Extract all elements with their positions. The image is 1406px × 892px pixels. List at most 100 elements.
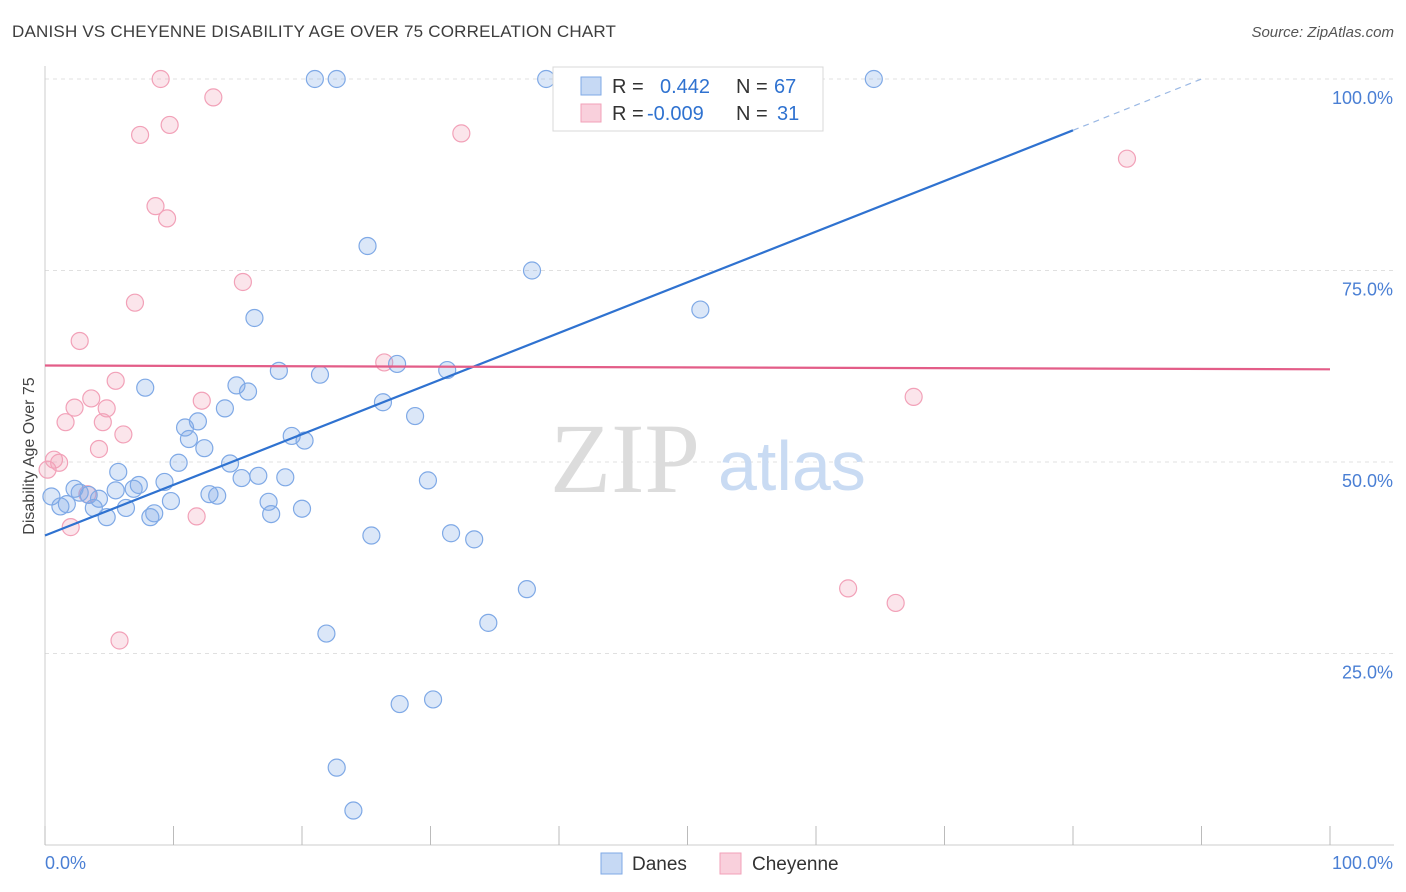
danes-point: [864, 69, 883, 89]
danes-point: [106, 481, 125, 500]
danes-point: [517, 580, 536, 599]
cheyenne-point: [114, 425, 133, 444]
cheyenne-point: [1117, 149, 1137, 168]
danes-point: [208, 486, 227, 505]
cheyenne-point: [192, 391, 211, 410]
x-tick-label: 0.0%: [45, 853, 86, 873]
y-tick-label: 75.0%: [1342, 280, 1393, 300]
cheyenne-points: [38, 69, 1137, 650]
cheyenne-trendline: [44, 364, 1331, 371]
cheyenne-n-value: 31: [777, 103, 799, 125]
cheyenne-point: [157, 209, 177, 228]
cheyenne-point: [187, 507, 206, 526]
y-tick-label: 25.0%: [1342, 663, 1393, 683]
cheyenne-point: [97, 399, 116, 418]
danes-point: [418, 471, 438, 490]
danes-point: [195, 439, 214, 458]
danes-point: [249, 466, 268, 485]
danes-n-label: N =: [736, 76, 768, 98]
cheyenne-point: [56, 413, 75, 432]
cheyenne-point: [886, 593, 905, 613]
danes-point: [479, 613, 498, 632]
danes-point: [441, 524, 461, 543]
danes-point: [310, 365, 330, 384]
danes-r-label: R =: [612, 76, 644, 98]
cheyenne-point: [89, 439, 109, 459]
chart-title: DANISH VS CHEYENNE DISABILITY AGE OVER 7…: [12, 22, 617, 41]
danes-point: [344, 801, 363, 820]
danes-point: [276, 468, 295, 487]
danes-point: [136, 378, 155, 397]
danes-point: [465, 530, 484, 549]
danes-point: [145, 504, 164, 523]
cheyenne-point: [233, 272, 252, 292]
danes-point: [262, 504, 281, 524]
watermark-zip: ZIP: [550, 403, 700, 514]
y-tick-label: 100.0%: [1332, 88, 1393, 108]
cheyenne-point: [110, 631, 129, 650]
cheyenne-point: [50, 453, 69, 472]
danes-point: [358, 236, 377, 256]
danes-point: [42, 487, 61, 506]
danes-point: [57, 495, 76, 514]
cheyenne-point: [70, 331, 89, 351]
cheyenne-point: [125, 293, 145, 312]
cheyenne-point: [106, 371, 125, 390]
legend-label-danes: Danes: [632, 854, 687, 875]
danes-point: [691, 300, 710, 319]
cheyenne-n-label: N =: [736, 103, 768, 125]
y-tick-label: 50.0%: [1342, 471, 1393, 491]
danes-point: [169, 453, 188, 472]
danes-trendline-extension: [1072, 78, 1202, 131]
danes-point: [537, 69, 556, 89]
danes-point: [215, 399, 234, 418]
danes-point: [405, 406, 425, 426]
legend-swatch-cheyenne: [719, 852, 742, 875]
cheyenne-point: [904, 387, 923, 406]
cheyenne-point: [151, 69, 170, 89]
cheyenne-point: [160, 115, 179, 135]
legend-swatch-danes: [600, 852, 623, 875]
cheyenne-r-value: -0.009: [647, 103, 704, 125]
x-tick-labels: 0.0% 100.0%: [45, 853, 1393, 873]
danes-point: [423, 690, 443, 709]
cheyenne-r-label: R =: [612, 103, 644, 125]
watermark-atlas: atlas: [718, 427, 866, 505]
danes-point: [200, 485, 219, 504]
legend: Danes Cheyenne: [600, 852, 839, 875]
danes-point: [327, 69, 346, 89]
danes-point: [179, 429, 199, 449]
watermark: ZIP atlas: [550, 403, 866, 514]
danes-point: [362, 526, 381, 545]
danes-point: [232, 468, 251, 488]
trendlines: [44, 78, 1331, 537]
axes: [44, 66, 1394, 846]
danes-point: [188, 412, 208, 431]
danes-n-value: 67: [774, 76, 796, 98]
cheyenne-point: [38, 460, 57, 479]
cheyenne-point: [44, 450, 64, 469]
cheyenne-point: [452, 124, 471, 143]
stats-box: R = 0.442 N = 67 R = -0.009 N = 31: [552, 66, 824, 132]
cheyenne-point: [839, 579, 858, 598]
danes-point: [305, 69, 324, 89]
cheyenne-point: [65, 398, 84, 417]
danes-trendline: [44, 129, 1074, 537]
legend-label-cheyenne: Cheyenne: [752, 854, 839, 875]
danes-point: [129, 475, 148, 495]
danes-point: [89, 489, 109, 508]
cheyenne-point: [130, 125, 150, 145]
danes-point: [317, 624, 336, 643]
source-credit: Source: ZipAtlas.com: [1251, 24, 1394, 41]
danes-point: [292, 499, 312, 518]
danes-point: [161, 491, 181, 511]
danes-point: [227, 376, 246, 395]
cheyenne-point: [82, 389, 101, 408]
danes-point: [387, 354, 407, 374]
y-axis-label: Disability Age Over 75: [21, 377, 38, 535]
danes-point: [238, 382, 258, 401]
danes-stat-swatch: [580, 76, 602, 96]
danes-point: [390, 694, 409, 714]
danes-point: [522, 261, 542, 280]
